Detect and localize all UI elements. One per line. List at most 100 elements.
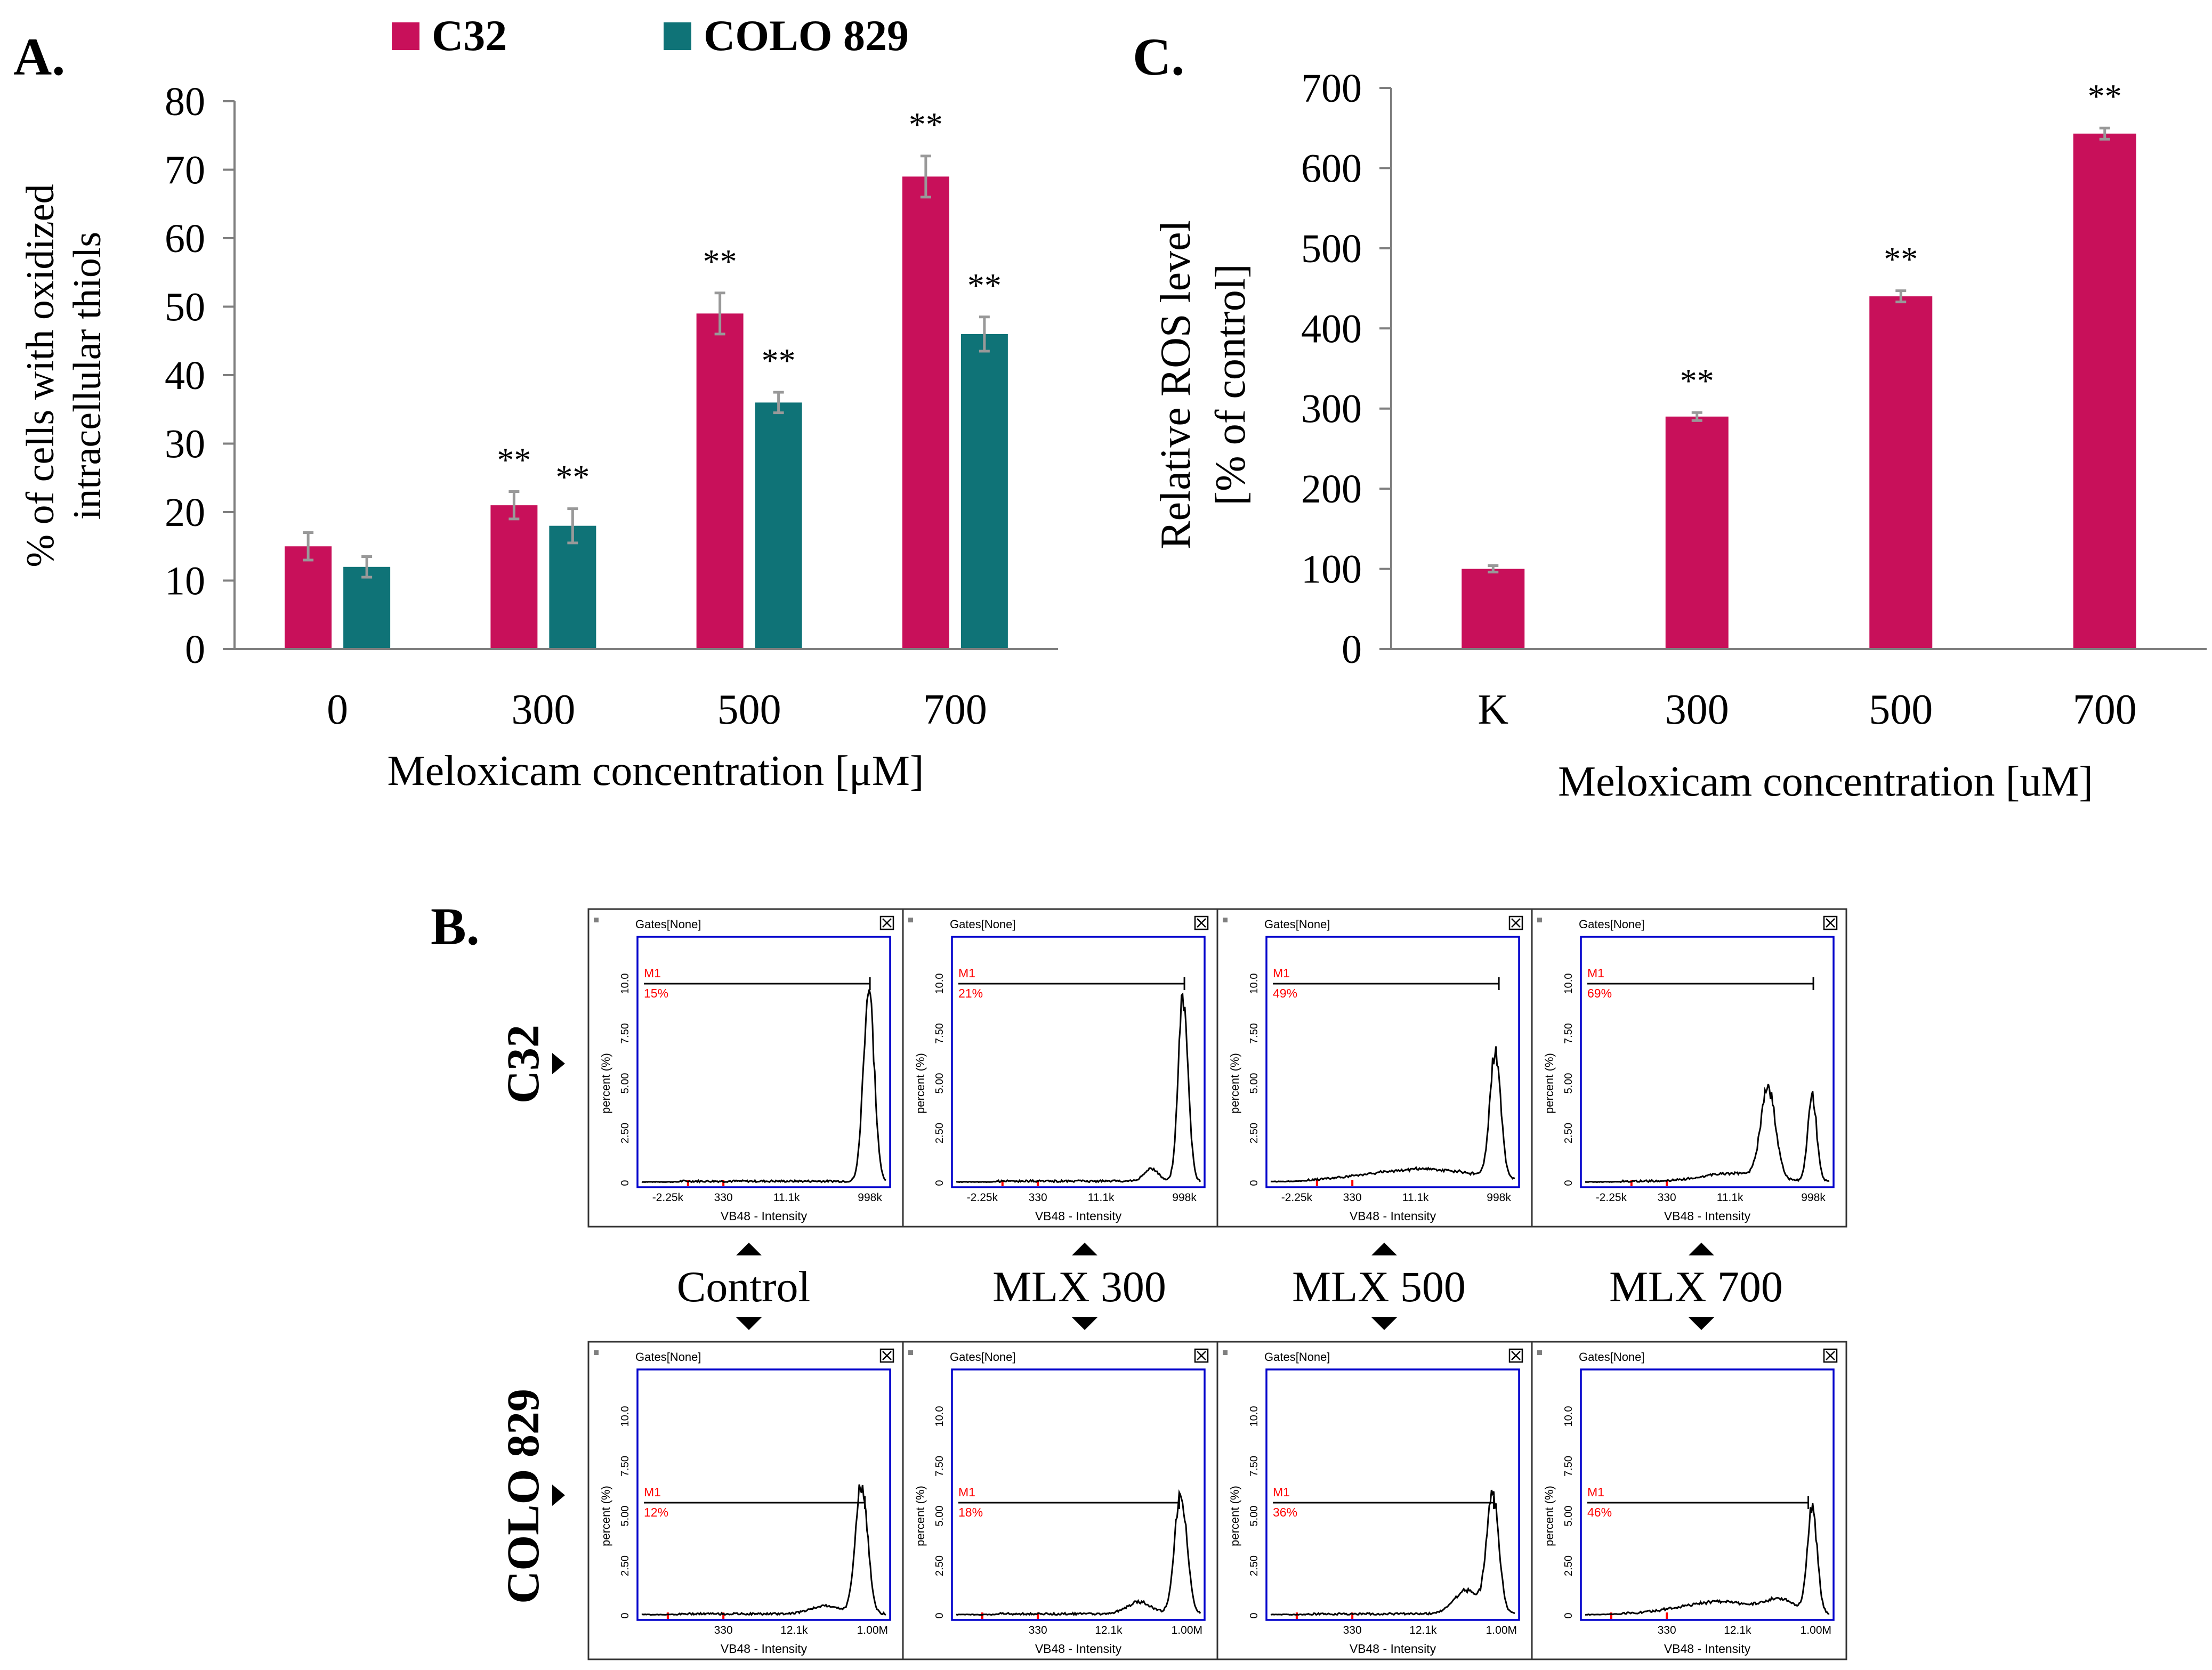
legend-swatch-colo829 — [664, 22, 691, 50]
arrow-down-icon — [736, 1317, 762, 1330]
histogram-curve — [641, 1484, 886, 1617]
x-tick-label: 11.1k — [1088, 1191, 1115, 1204]
histogram-curve — [956, 1489, 1201, 1617]
close-box-icon[interactable] — [879, 1348, 894, 1363]
row-arrow-colo829 — [552, 1485, 565, 1506]
y-tick-label: 2.50 — [1563, 1555, 1575, 1576]
bar-c32-K — [1462, 569, 1525, 649]
x-tick-label: 500 — [717, 686, 781, 733]
treatment-label: MLX 700 — [1609, 1262, 1783, 1311]
arrow-up-icon — [1072, 1243, 1097, 1255]
panel-a-x-axis-title: Meloxicam concentration [μM] — [387, 748, 924, 795]
bar-c32-500 — [1869, 296, 1933, 649]
y-tick-label: 7.50 — [1248, 1456, 1260, 1477]
y-tick-label: 0 — [1248, 1180, 1260, 1186]
gate-marker-label: M1 — [1273, 966, 1290, 980]
y-tick-label: 5.00 — [1563, 1073, 1575, 1094]
close-box-icon[interactable] — [1823, 1348, 1838, 1363]
close-box-icon[interactable] — [1823, 915, 1838, 930]
legend-label-colo829: COLO 829 — [704, 11, 909, 60]
header-dot — [1537, 918, 1542, 922]
panel-c-label: C. — [1133, 27, 1184, 86]
histogram-colo829-mlx-300: Gates[None] percent (%) 0 2.50 5.00 7.50 10.0 V… — [908, 1348, 1209, 1656]
x-axis-title: VB48 - Intensity — [1350, 1642, 1436, 1656]
panel-a-x-ticks: 0 300 500 700 — [327, 686, 987, 733]
x-axis-title: VB48 - Intensity — [721, 1209, 808, 1223]
y-tick-label: 60 — [165, 216, 205, 261]
gate-marker-label: M1 — [644, 1485, 661, 1499]
header-dot — [1223, 918, 1228, 922]
x-axis-title: VB48 - Intensity — [1035, 1642, 1122, 1656]
x-tick-label: 998k — [1487, 1191, 1511, 1204]
significance-marker: ** — [555, 458, 590, 496]
y-tick-label: 0 — [1563, 1612, 1575, 1618]
y-tick-label: 2.50 — [619, 1123, 631, 1144]
close-x-icon — [1511, 918, 1521, 928]
y-tick-label: 200 — [1301, 467, 1362, 512]
close-box-icon[interactable] — [1194, 1348, 1209, 1363]
y-tick-label: 5.00 — [1248, 1506, 1260, 1527]
y-tick-label: 5.00 — [1563, 1506, 1575, 1527]
x-tick-label: 998k — [1172, 1191, 1197, 1204]
gate-percent: 49% — [1273, 986, 1297, 1000]
treatment-labels: Control MLX 300 MLX 500 MLX 700 — [677, 1243, 1783, 1330]
x-axis-title: VB48 - Intensity — [1664, 1209, 1751, 1223]
x-axis-title: VB48 - Intensity — [1035, 1209, 1122, 1223]
gate-marker-label: M1 — [1587, 1485, 1604, 1499]
bar-c32-300 — [1665, 416, 1729, 649]
significance-marker: ** — [967, 266, 1002, 304]
histogram-c32-mlx-300: Gates[None] percent (%) 0 2.50 5.00 7.50 10.0 V… — [908, 915, 1209, 1223]
histogram-header: Gates[None] — [635, 918, 701, 931]
panel-c-bars: ** ** ** — [1462, 77, 2136, 650]
histogram-c32-control: Gates[None] percent (%) 0 2.50 5.00 7.50 10.0 V… — [594, 915, 894, 1223]
histogram-curve — [1270, 1046, 1515, 1183]
row-label-c32: C32 — [497, 1025, 548, 1104]
x-tick-label: 998k — [858, 1191, 882, 1204]
arrow-down-icon — [1371, 1317, 1397, 1330]
close-box-icon[interactable] — [879, 915, 894, 930]
histogram-header: Gates[None] — [950, 1350, 1016, 1364]
x-tick-label: 700 — [2073, 686, 2137, 733]
x-tick-label: 11.1k — [773, 1191, 800, 1204]
close-box-icon[interactable] — [1508, 1348, 1523, 1363]
close-x-icon — [1511, 1351, 1521, 1360]
y-tick-label: 0 — [185, 627, 205, 672]
gate-percent: 69% — [1587, 986, 1612, 1000]
y-axis-title: percent (%) — [1543, 1053, 1556, 1114]
x-tick-label: K — [1478, 686, 1508, 733]
gate-percent: 12% — [644, 1505, 668, 1519]
y-tick-label: 300 — [1301, 387, 1362, 432]
y-tick-label: 0 — [1342, 627, 1362, 672]
header-dot — [908, 1350, 913, 1355]
bar-c32-700 — [2073, 133, 2136, 650]
panel-c-y-axis-title-line-1: Relative ROS level — [1152, 220, 1199, 549]
panel-c-y-ticks: 0 100 200 300 400 500 600 700 — [1301, 66, 1391, 672]
y-tick-label: 7.50 — [934, 1023, 946, 1044]
histogram-c32-mlx-500: Gates[None] percent (%) 0 2.50 5.00 7.50 10.0 V… — [1223, 915, 1523, 1223]
x-axis-title: VB48 - Intensity — [1664, 1642, 1751, 1656]
y-tick-label: 600 — [1301, 146, 1362, 191]
y-tick-label: 70 — [165, 148, 205, 193]
y-tick-label: 10.0 — [1563, 1406, 1575, 1427]
y-tick-label: 5.00 — [619, 1506, 631, 1527]
y-tick-label: 7.50 — [619, 1456, 631, 1477]
x-tick-label: -2.25k — [1281, 1191, 1313, 1204]
close-box-icon[interactable] — [1508, 915, 1523, 930]
arrow-up-icon — [1689, 1243, 1714, 1255]
x-tick-label: -2.25k — [652, 1191, 684, 1204]
x-tick-label: 330 — [714, 1191, 733, 1204]
y-tick-label: 0 — [934, 1180, 946, 1186]
gate-percent: 21% — [958, 986, 983, 1000]
x-tick-label: 11.1k — [1402, 1191, 1429, 1204]
panel-a-y-axis-title-line-1: % of cells with oxidized — [19, 184, 62, 567]
y-tick-label: 10.0 — [934, 974, 946, 994]
close-box-icon[interactable] — [1194, 915, 1209, 930]
y-axis-title: percent (%) — [914, 1053, 927, 1114]
y-tick-label: 2.50 — [619, 1555, 631, 1576]
x-tick-label: 330 — [1658, 1191, 1676, 1204]
y-tick-label: 7.50 — [619, 1023, 631, 1044]
histogram-colo829-mlx-700: Gates[None] percent (%) 0 2.50 5.00 7.50 10.0 V… — [1537, 1348, 1838, 1656]
row-label-colo829: COLO 829 — [497, 1389, 548, 1604]
panel-c-x-ticks: K 300 500 700 — [1478, 686, 2136, 733]
panel-c-x-axis-title: Meloxicam concentration [uM] — [1558, 758, 2093, 805]
